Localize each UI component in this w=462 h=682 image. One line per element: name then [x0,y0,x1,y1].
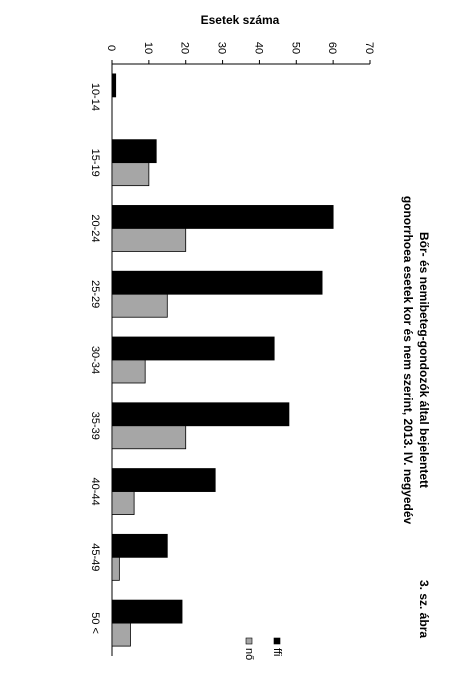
legend-swatch-nő [245,637,253,645]
chart-title: Bőr- és nemibeteg-gondozók által bejelen… [401,196,431,525]
bar-nő-45-49 [111,556,120,581]
bar-nő-25-29 [111,293,168,318]
chart-title-line-1: Bőr- és nemibeteg-gondozók által bejelen… [417,232,431,488]
bar-ffi-10-14 [111,73,117,98]
legend-swatch-ffi [273,637,281,645]
bar-ffi-30-34 [111,336,275,361]
category-labels: 10-14 15-19 20-24 25-29 30-34 35-39 40-44 45-49… [89,83,101,634]
bar-ffi-45-49 [111,533,168,558]
bar-nő-15-19 [111,162,150,187]
category-label: 35-39 [89,412,101,440]
category-label: 30-34 [89,346,101,374]
value-tick-label: 20 [179,42,191,54]
bars [111,73,334,647]
bar-nő-50 < [111,622,131,647]
value-tick-label: 60 [326,42,338,54]
legend: ffi nő [243,637,283,660]
value-tick-label: 50 [289,42,301,54]
value-tick-label: 70 [363,42,375,54]
bar-nő-35-39 [111,425,187,450]
bar-nő-40-44 [111,491,135,515]
category-label: 45-49 [89,543,101,571]
category-label: 20-24 [89,214,101,242]
category-label: 10-14 [89,83,101,111]
bar-nő-20-24 [111,228,187,252]
category-label: 25-29 [89,280,101,308]
category-label: 40-44 [89,477,101,505]
axis-title: Esetek száma [201,13,280,27]
bar-ffi-35-39 [111,402,290,427]
value-tick-label: 10 [142,42,154,54]
value-tick-labels: 0 10 20 30 40 50 60 70 [105,42,375,54]
bar-ffi-40-44 [111,468,216,492]
bar-ffi-15-19 [111,139,157,164]
bar-ffi-25-29 [111,270,323,295]
bar-nő-30-34 [111,359,146,384]
category-label: 50 < [89,612,101,634]
bar-ffi-20-24 [111,205,334,229]
chart-title-line-2: gonorrhoea esetek kor és nem szerint, 20… [401,196,415,525]
legend-label-nő: nő [243,648,255,660]
legend-label-ffi: ffi [271,648,283,656]
figure-label: 3. sz. ábra [417,580,431,638]
value-tick-label: 40 [252,42,264,54]
value-tick-label: 30 [216,42,228,54]
bar-ffi-50 < [111,599,183,624]
value-tick-label: 0 [105,45,117,51]
category-label: 15-19 [89,149,101,177]
